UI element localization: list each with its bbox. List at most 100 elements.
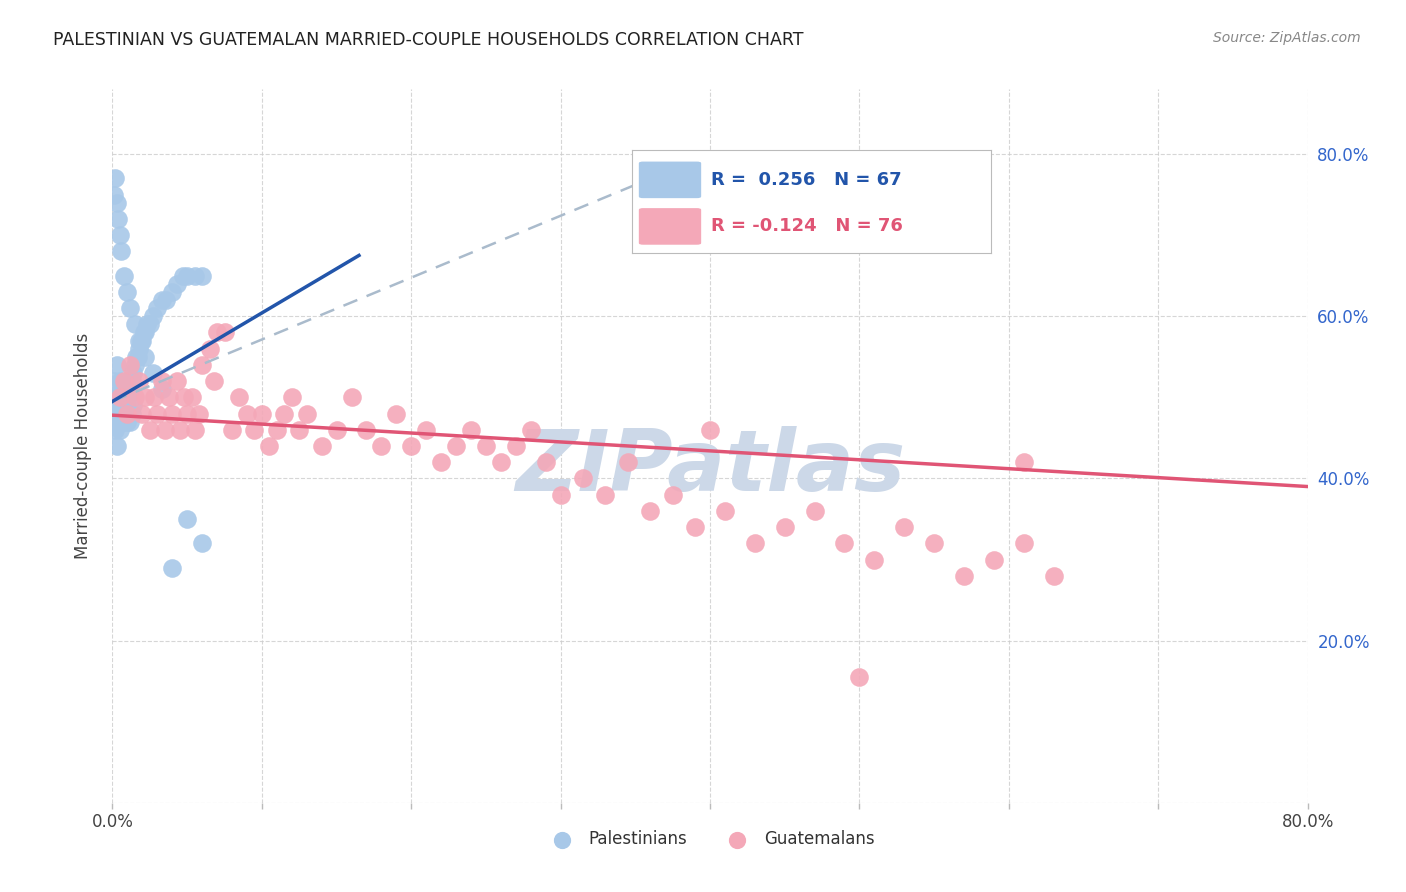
Point: [169, 423, 191, 437]
Point: [131, 407, 153, 421]
Point: [128, 342, 150, 356]
Text: PALESTINIAN VS GUATEMALAN MARRIED-COUPLE HOUSEHOLDS CORRELATION CHART: PALESTINIAN VS GUATEMALAN MARRIED-COUPLE…: [53, 31, 804, 49]
Point: [281, 390, 304, 404]
Point: [744, 536, 766, 550]
Point: [124, 358, 146, 372]
Point: [595, 488, 617, 502]
Point: [489, 455, 512, 469]
Point: [259, 439, 281, 453]
Point: [266, 423, 288, 437]
Point: [1012, 536, 1035, 550]
Point: [430, 455, 453, 469]
Point: [146, 407, 169, 421]
Point: [385, 407, 408, 421]
Text: ZIPatlas: ZIPatlas: [515, 425, 905, 509]
Point: [243, 423, 266, 437]
Point: [922, 536, 945, 550]
Point: [534, 455, 557, 469]
Point: [105, 399, 128, 413]
Point: [128, 374, 150, 388]
Point: [108, 374, 131, 388]
Point: [250, 407, 273, 421]
Point: [401, 439, 423, 453]
Point: [105, 195, 128, 210]
Point: [120, 301, 142, 315]
Point: [103, 187, 125, 202]
Point: [295, 407, 318, 421]
Point: [103, 407, 125, 421]
Point: [983, 552, 1005, 566]
Point: [135, 318, 157, 332]
Point: [683, 520, 706, 534]
Point: [661, 488, 683, 502]
Point: [134, 326, 156, 340]
Point: [191, 358, 214, 372]
Point: [1042, 568, 1064, 582]
Point: [221, 423, 243, 437]
Point: [370, 439, 392, 453]
Point: [127, 350, 149, 364]
Point: [114, 374, 135, 388]
Point: [122, 399, 145, 413]
Point: [172, 268, 194, 283]
Point: [108, 228, 131, 243]
Point: [834, 536, 856, 550]
Point: [183, 423, 205, 437]
Point: [111, 390, 134, 404]
Point: [107, 415, 129, 429]
Point: [111, 415, 134, 429]
Point: [848, 670, 870, 684]
Point: [173, 390, 195, 404]
Point: [803, 504, 825, 518]
Point: [325, 423, 347, 437]
Point: [105, 439, 128, 453]
Point: [120, 415, 142, 429]
Point: [214, 326, 236, 340]
Text: Source: ZipAtlas.com: Source: ZipAtlas.com: [1213, 31, 1361, 45]
Point: [166, 277, 188, 291]
Point: [125, 350, 148, 364]
Point: [228, 390, 250, 404]
Point: [118, 374, 141, 388]
Point: [120, 358, 142, 372]
Point: [475, 439, 498, 453]
Point: [162, 285, 183, 299]
Point: [953, 568, 976, 582]
Point: [103, 374, 125, 388]
Point: [505, 439, 527, 453]
Point: [236, 407, 259, 421]
Point: [117, 407, 139, 421]
Point: [640, 504, 662, 518]
Point: [146, 301, 169, 315]
Point: [122, 366, 145, 380]
Point: [191, 268, 214, 283]
Point: [311, 439, 333, 453]
Point: [198, 342, 221, 356]
Point: [104, 390, 127, 404]
Point: [188, 407, 211, 421]
Point: [118, 407, 141, 421]
Point: [124, 318, 146, 332]
Y-axis label: Married-couple Households: Married-couple Households: [73, 333, 91, 559]
Point: [115, 399, 138, 413]
Point: [134, 390, 156, 404]
Point: [114, 268, 135, 283]
Point: [893, 520, 915, 534]
Point: [520, 423, 543, 437]
Point: [105, 358, 128, 372]
Point: [108, 390, 131, 404]
Point: [340, 390, 363, 404]
Point: [162, 407, 183, 421]
Point: [134, 350, 156, 364]
Point: [863, 552, 886, 566]
Point: [205, 326, 228, 340]
Point: [110, 382, 132, 396]
Point: [183, 268, 205, 283]
Point: [108, 399, 131, 413]
Point: [115, 374, 138, 388]
Point: [714, 504, 737, 518]
Point: [153, 423, 176, 437]
Point: [273, 407, 295, 421]
Point: [155, 293, 177, 307]
Point: [460, 423, 482, 437]
